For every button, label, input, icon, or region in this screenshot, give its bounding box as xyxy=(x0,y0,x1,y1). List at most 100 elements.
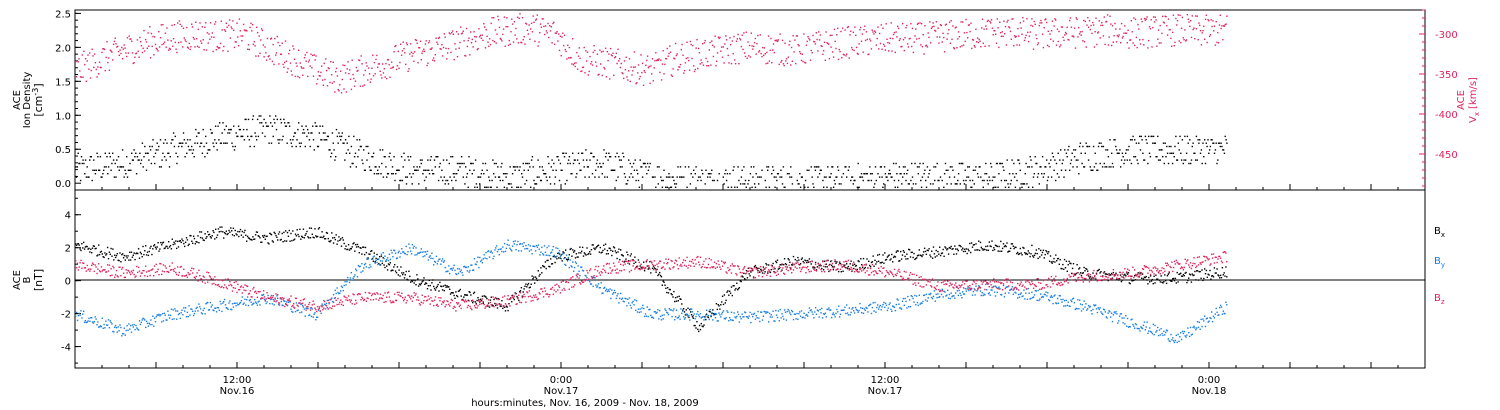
density-point xyxy=(865,173,868,175)
bx-point xyxy=(1004,244,1006,247)
vx-point xyxy=(543,25,545,28)
bx-point xyxy=(1033,254,1036,256)
density-point xyxy=(131,152,133,154)
vx-point xyxy=(1020,27,1022,29)
by-point xyxy=(536,246,539,248)
vx-point xyxy=(985,25,987,27)
bx-point xyxy=(790,267,792,269)
by-point xyxy=(118,330,120,332)
vx-point xyxy=(386,59,389,61)
by-point xyxy=(98,326,100,328)
vx-point xyxy=(234,41,236,43)
vx-point xyxy=(182,46,184,48)
density-point xyxy=(985,162,987,165)
bx-point xyxy=(156,246,158,248)
density-point xyxy=(340,139,342,141)
by-point xyxy=(552,245,554,248)
density-point xyxy=(469,169,471,171)
by-point xyxy=(344,281,346,283)
density-point xyxy=(576,159,579,161)
density-point xyxy=(674,186,677,188)
density-point xyxy=(1162,142,1165,144)
bx-point xyxy=(900,250,902,253)
density-point xyxy=(381,149,384,151)
vx-point xyxy=(96,76,98,78)
bx-point xyxy=(1163,281,1165,283)
density-point xyxy=(987,183,989,185)
bx-point xyxy=(961,249,963,251)
density-point xyxy=(288,125,291,127)
bx-point xyxy=(923,247,926,249)
bx-point xyxy=(1165,282,1168,285)
density-point xyxy=(432,173,435,175)
by-point xyxy=(259,304,261,306)
density-point xyxy=(377,169,379,171)
density-point xyxy=(1213,142,1215,144)
vx-point xyxy=(572,38,574,40)
density-point xyxy=(1208,152,1210,154)
bx-point xyxy=(603,244,605,246)
density-point xyxy=(162,152,164,154)
bx-point xyxy=(163,247,165,250)
density-point xyxy=(1128,145,1130,148)
vx-point xyxy=(1115,41,1118,43)
vx-point xyxy=(820,45,822,47)
vx-point xyxy=(877,26,879,28)
by-point xyxy=(98,326,101,328)
density-point xyxy=(900,173,902,175)
vx-point xyxy=(786,62,789,65)
density-point xyxy=(589,159,591,161)
vx-point xyxy=(851,48,854,51)
bx-point xyxy=(1120,280,1123,283)
density-point xyxy=(435,156,437,158)
bx-point xyxy=(967,248,969,250)
density-point xyxy=(632,176,634,178)
vx-point xyxy=(251,30,253,32)
bx-point xyxy=(285,230,287,232)
density-point xyxy=(786,173,789,175)
density-point xyxy=(946,183,948,185)
bx-point xyxy=(582,255,585,257)
bx-point xyxy=(597,244,600,246)
vx-point xyxy=(141,51,144,54)
by-point xyxy=(425,251,427,253)
bx-point xyxy=(723,294,726,296)
by-point xyxy=(612,292,615,294)
vx-point xyxy=(1101,24,1104,27)
density-point xyxy=(629,162,631,165)
by-point xyxy=(564,263,566,266)
by-point xyxy=(607,289,609,291)
vx-point xyxy=(793,51,795,53)
density-point xyxy=(1114,139,1116,141)
vx-point xyxy=(938,42,940,44)
density-point xyxy=(677,166,679,168)
bx-point xyxy=(679,298,681,300)
density-point xyxy=(427,159,429,161)
bx-point xyxy=(453,294,455,297)
density-point xyxy=(362,162,364,165)
density-point xyxy=(1032,176,1035,178)
vx-point xyxy=(482,39,484,42)
bx-point xyxy=(280,238,282,241)
vx-point xyxy=(823,41,826,43)
density-point xyxy=(522,162,524,165)
vx-point xyxy=(811,52,813,54)
density-point xyxy=(122,166,125,168)
by-point xyxy=(597,283,600,285)
bx-point xyxy=(91,247,94,249)
vx-point xyxy=(510,31,512,33)
vx-point xyxy=(348,72,350,75)
by-point xyxy=(341,286,344,289)
density-point xyxy=(527,169,529,171)
bx-point xyxy=(999,250,1001,252)
bx-point xyxy=(1041,251,1044,254)
density-point xyxy=(227,132,229,134)
vx-point xyxy=(898,39,901,42)
density-point xyxy=(271,125,274,127)
bx-point xyxy=(351,246,353,248)
vx-point xyxy=(1165,16,1167,18)
vx-point xyxy=(142,47,144,49)
density-point xyxy=(1065,152,1068,154)
density-point xyxy=(620,159,622,161)
vx-point xyxy=(1194,38,1196,40)
